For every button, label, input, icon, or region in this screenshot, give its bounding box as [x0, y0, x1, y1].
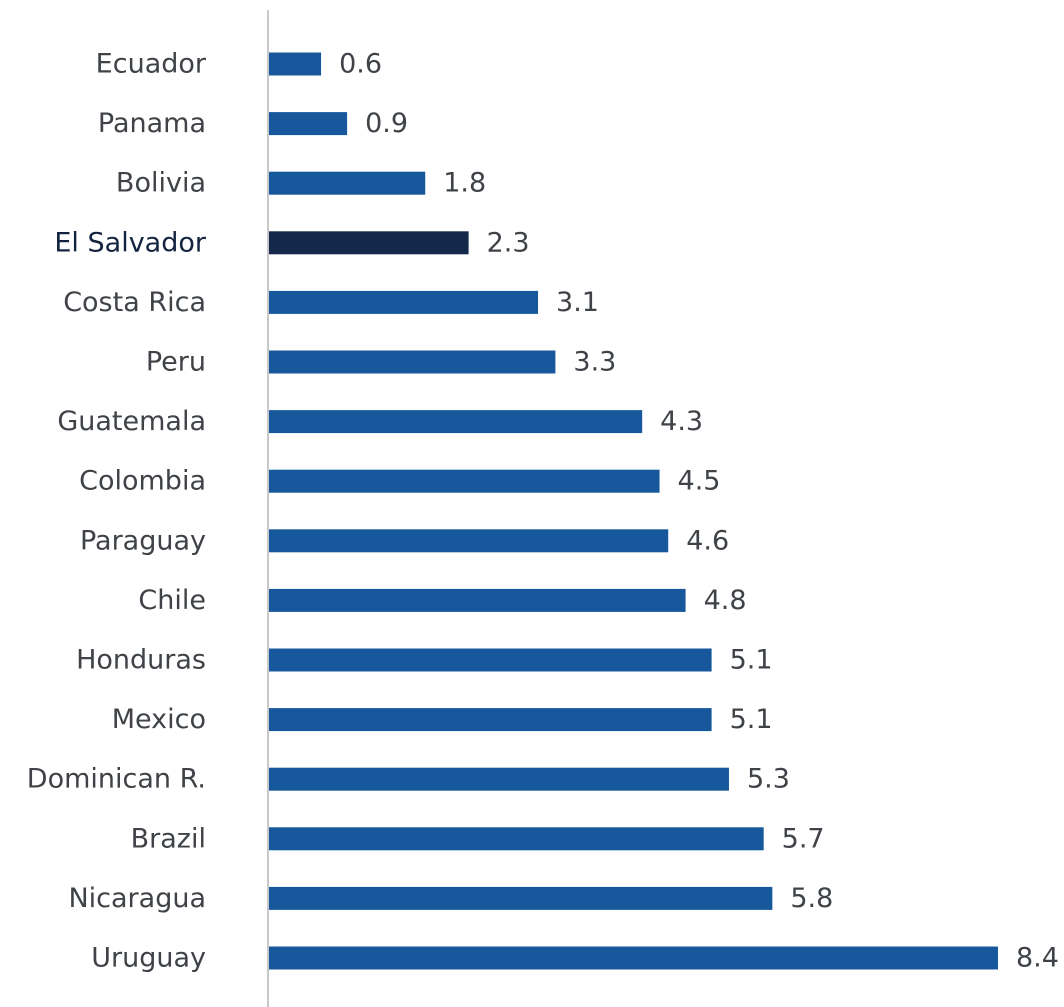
bar-mexico — [269, 708, 712, 732]
category-label-dominican-r: Dominican R. — [27, 764, 206, 795]
category-label-peru: Peru — [146, 347, 206, 378]
value-label-guatemala: 4.3 — [660, 406, 703, 437]
value-label-mexico: 5.1 — [730, 704, 773, 735]
category-label-chile: Chile — [138, 585, 206, 616]
bar-nicaragua — [269, 886, 773, 910]
value-label-brazil: 5.7 — [782, 823, 825, 854]
value-label-peru: 3.3 — [573, 347, 616, 378]
value-label-el-salvador: 2.3 — [487, 227, 530, 258]
bar-honduras — [269, 648, 712, 672]
category-label-ecuador: Ecuador — [96, 49, 207, 80]
bar-peru — [269, 350, 556, 374]
value-label-dominican-r: 5.3 — [747, 764, 790, 795]
value-label-paraguay: 4.6 — [686, 525, 729, 556]
value-label-nicaragua: 5.8 — [790, 883, 833, 914]
value-label-ecuador: 0.6 — [339, 49, 382, 80]
value-label-bolivia: 1.8 — [443, 168, 486, 199]
bar-chile — [269, 588, 686, 612]
bar-panama — [269, 112, 348, 136]
value-label-uruguay: 8.4 — [1016, 943, 1059, 974]
category-label-bolivia: Bolivia — [116, 168, 206, 199]
value-labels-layer: 0.6 0.9 1.82.3 3.1 3.3 4.3 4.5 4.6 4.8 5.1 5.1 5.3 5… — [339, 49, 1059, 974]
bar-bolivia — [269, 171, 426, 195]
category-label-paraguay: Paraguay — [80, 525, 206, 556]
bar-brazil — [269, 827, 764, 851]
bar-uruguay — [269, 946, 998, 970]
bar-colombia — [269, 469, 660, 493]
category-label-costa-rica: Costa Rica — [63, 287, 206, 318]
category-label-colombia: Colombia — [79, 466, 206, 497]
bar-costa-rica — [269, 290, 539, 314]
category-labels-layer: Ecuador Panama Bolivia El Salvador Costa Ric… — [27, 49, 207, 974]
value-label-colombia: 4.5 — [678, 466, 721, 497]
category-label-brazil: Brazil — [131, 823, 206, 854]
category-label-mexico: Mexico — [112, 704, 206, 735]
category-label-panama: Panama — [98, 108, 206, 139]
value-label-chile: 4.8 — [704, 585, 747, 616]
bar-ecuador — [269, 52, 322, 76]
value-label-honduras: 5.1 — [730, 645, 773, 676]
category-label-uruguay: Uruguay — [91, 943, 206, 974]
bar-paraguay — [269, 529, 669, 553]
category-label-nicaragua: Nicaragua — [68, 883, 206, 914]
bar-guatemala — [269, 410, 643, 434]
bars-layer — [269, 52, 998, 970]
value-label-costa-rica: 3.1 — [556, 287, 599, 318]
bar-dominican-r — [269, 767, 729, 791]
category-label-honduras: Honduras — [76, 645, 206, 676]
category-label-el-salvador: El Salvador — [54, 227, 207, 258]
bar-el-salvador — [269, 231, 469, 255]
value-label-panama: 0.9 — [365, 108, 408, 139]
category-label-guatemala: Guatemala — [57, 406, 206, 437]
